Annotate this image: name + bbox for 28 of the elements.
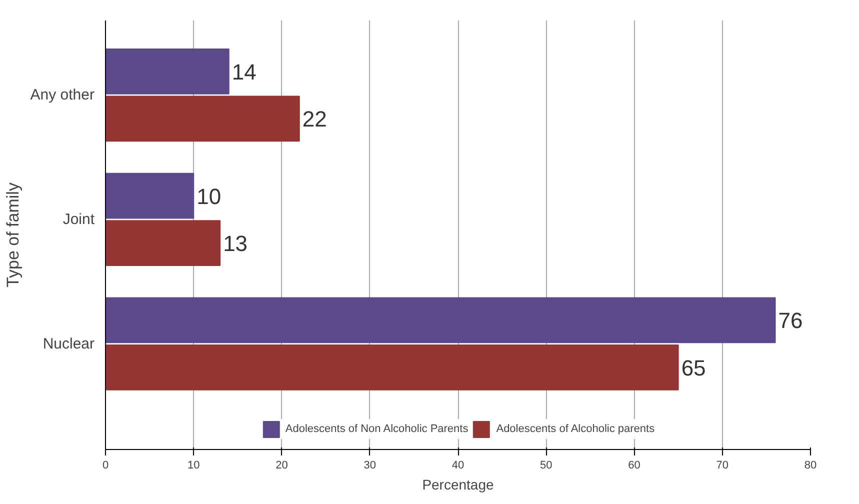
x-tick-label: 70	[716, 460, 729, 472]
x-tick-label: 80	[804, 460, 817, 472]
x-axis-title: Percentage	[422, 476, 494, 492]
legend-label: Adolescents of Alcoholic parents	[496, 423, 655, 435]
data-label: 76	[778, 308, 803, 334]
x-tick-label: 60	[628, 460, 640, 472]
bar	[106, 172, 194, 219]
y-axis-title: Type of family	[3, 182, 22, 288]
bar	[106, 344, 679, 390]
data-label: 10	[196, 184, 222, 209]
data-label: 65	[681, 355, 706, 380]
y-tick-label: Nuclear	[42, 335, 95, 352]
data-label: 13	[223, 231, 248, 256]
x-tick-label: 0	[102, 460, 109, 472]
data-label: 22	[302, 106, 327, 132]
x-tick-label: 10	[188, 460, 200, 472]
x-tick-label: 20	[276, 460, 288, 472]
x-tick-label: 40	[452, 460, 464, 472]
bar	[106, 96, 300, 142]
x-tick-label: 30	[364, 460, 376, 472]
bar	[106, 297, 776, 344]
bar	[106, 220, 221, 266]
y-tick-label: Joint	[62, 210, 96, 228]
x-tick-label: 50	[540, 460, 552, 472]
legend-label: Adolescents of Non Alcoholic Parents	[285, 423, 468, 435]
y-tick-label: Any other	[30, 86, 95, 104]
bar	[106, 48, 230, 94]
data-label: 14	[232, 59, 256, 84]
